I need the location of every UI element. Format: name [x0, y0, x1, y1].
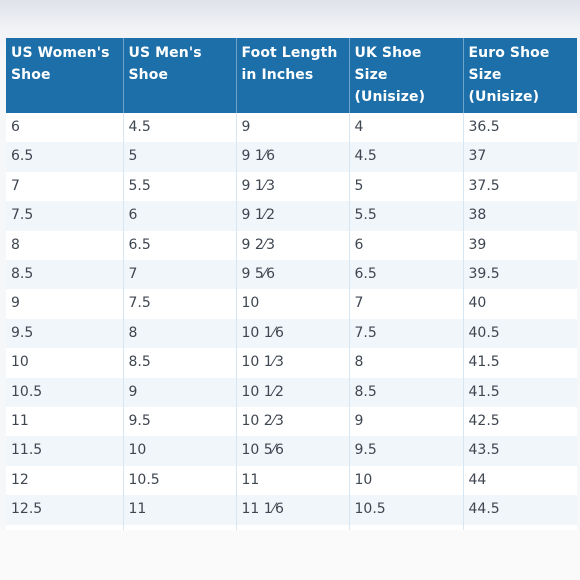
cell-uk-size: 7: [349, 289, 464, 319]
cell-euro-size: 44: [463, 465, 577, 496]
cell-uk-size: 7.5: [349, 318, 464, 349]
cell-us-mens: 6: [123, 201, 237, 231]
cell-us-mens: 7.5: [123, 289, 237, 319]
cell-euro-size: 39: [463, 230, 577, 261]
cell-uk-size: 8: [349, 348, 464, 378]
cell-foot-length: 10 5⁄6: [236, 436, 350, 466]
table-body: 6 4.5 9 4 36.5 6.5 5 9 1⁄6 4.5 37 7 5.5 9 1⁄3 5 37.5 7.…: [6, 113, 577, 555]
cell-us-mens: 10: [123, 436, 237, 466]
table-row: 12.5 11 11 1⁄6 10.5 44.5: [6, 495, 577, 525]
cell-us-mens: 7: [123, 260, 237, 290]
cell-foot-length: 9 5⁄6: [236, 260, 350, 290]
cell-us-womens: 9: [6, 289, 124, 319]
cell-euro-size: 40: [463, 289, 577, 319]
cell-euro-size: 37: [463, 142, 577, 172]
cell-us-mens: 5.5: [123, 171, 237, 202]
cell-uk-size: 10.5: [349, 495, 464, 525]
cell-euro-size: 37.5: [463, 171, 577, 202]
cell-us-womens: 10: [6, 348, 124, 378]
cell-us-womens: 12.5: [6, 495, 124, 525]
cell-us-womens: 6: [6, 113, 124, 143]
cell-us-mens: 9: [123, 377, 237, 408]
cell-euro-size: 36.5: [463, 113, 577, 143]
cell-foot-length: 9: [236, 113, 350, 143]
bottom-whitespace: [0, 530, 580, 580]
cell-uk-size: 5: [349, 171, 464, 202]
cell-uk-size: 9.5: [349, 436, 464, 466]
cell-foot-length: 10 2⁄3: [236, 407, 350, 437]
cell-uk-size: 4.5: [349, 142, 464, 172]
cell-uk-size: 5.5: [349, 201, 464, 231]
cell-euro-size: 39.5: [463, 260, 577, 290]
cell-foot-length: 9 1⁄6: [236, 142, 350, 172]
cell-us-womens: 11.5: [6, 436, 124, 466]
header-us-mens: US Men's Shoe: [123, 38, 237, 113]
cell-euro-size: 38: [463, 201, 577, 231]
table-row: 8.5 7 9 5⁄6 6.5 39.5: [6, 260, 577, 290]
table-row: 6.5 5 9 1⁄6 4.5 37: [6, 142, 577, 172]
cell-euro-size: 42.5: [463, 407, 577, 437]
table-row: 12 10.5 11 10 44: [6, 465, 577, 496]
table-row: 7.5 6 9 1⁄2 5.5 38: [6, 201, 577, 231]
cell-foot-length: 10 1⁄3: [236, 348, 350, 378]
header-euro-size: Euro Shoe Size (Unisize): [463, 38, 577, 113]
cell-foot-length: 11: [236, 465, 350, 496]
cell-us-womens: 9.5: [6, 318, 124, 349]
cell-foot-length: 9 1⁄2: [236, 201, 350, 231]
header-us-womens: US Women's Shoe: [6, 38, 124, 113]
cell-euro-size: 43.5: [463, 436, 577, 466]
table-row: 9.5 8 10 1⁄6 7.5 40.5: [6, 318, 577, 349]
cell-foot-length: 10 1⁄6: [236, 318, 350, 349]
header-uk-size: UK Shoe Size (Unisize): [349, 38, 464, 113]
cell-us-womens: 12: [6, 465, 124, 496]
cell-uk-size: 6: [349, 230, 464, 261]
cell-us-mens: 8.5: [123, 348, 237, 378]
cell-foot-length: 10: [236, 289, 350, 319]
cell-us-mens: 4.5: [123, 113, 237, 143]
table-row: 8 6.5 9 2⁄3 6 39: [6, 230, 577, 261]
table-row: 6 4.5 9 4 36.5: [6, 113, 577, 143]
table-header: US Women's Shoe US Men's Shoe Foot Lengt…: [6, 38, 577, 113]
cell-us-mens: 6.5: [123, 230, 237, 261]
cell-us-womens: 10.5: [6, 377, 124, 408]
cell-foot-length: 11 1⁄6: [236, 495, 350, 525]
cell-foot-length: 10 1⁄2: [236, 377, 350, 408]
table-row: 9 7.5 10 7 40: [6, 289, 577, 319]
cell-euro-size: 40.5: [463, 318, 577, 349]
cell-us-mens: 5: [123, 142, 237, 172]
cell-us-womens: 8: [6, 230, 124, 261]
table-row: 10.5 9 10 1⁄2 8.5 41.5: [6, 377, 577, 408]
cell-us-womens: 6.5: [6, 142, 124, 172]
cell-uk-size: 6.5: [349, 260, 464, 290]
cell-uk-size: 4: [349, 113, 464, 143]
header-foot-length: Foot Length in Inches: [236, 38, 350, 113]
table-row: 11 9.5 10 2⁄3 9 42.5: [6, 407, 577, 437]
cell-us-mens: 8: [123, 318, 237, 349]
cell-us-womens: 7.5: [6, 201, 124, 231]
cell-uk-size: 8.5: [349, 377, 464, 408]
cell-euro-size: 41.5: [463, 377, 577, 408]
cell-uk-size: 10: [349, 465, 464, 496]
cell-uk-size: 9: [349, 407, 464, 437]
cell-euro-size: 41.5: [463, 348, 577, 378]
cell-euro-size: 44.5: [463, 495, 577, 525]
header-row: US Women's Shoe US Men's Shoe Foot Lengt…: [6, 38, 577, 113]
cell-foot-length: 9 1⁄3: [236, 171, 350, 202]
cell-us-mens: 11: [123, 495, 237, 525]
cell-us-mens: 9.5: [123, 407, 237, 437]
cell-us-womens: 8.5: [6, 260, 124, 290]
cell-us-mens: 10.5: [123, 465, 237, 496]
cell-us-womens: 11: [6, 407, 124, 437]
cell-foot-length: 9 2⁄3: [236, 230, 350, 261]
size-conversion-table: US Women's Shoe US Men's Shoe Foot Lengt…: [6, 38, 577, 555]
cell-us-womens: 7: [6, 171, 124, 202]
shoe-size-chart: US Women's Shoe US Men's Shoe Foot Lengt…: [6, 38, 577, 555]
table-row: 7 5.5 9 1⁄3 5 37.5: [6, 171, 577, 202]
table-row: 10 8.5 10 1⁄3 8 41.5: [6, 348, 577, 378]
table-row: 11.5 10 10 5⁄6 9.5 43.5: [6, 436, 577, 466]
